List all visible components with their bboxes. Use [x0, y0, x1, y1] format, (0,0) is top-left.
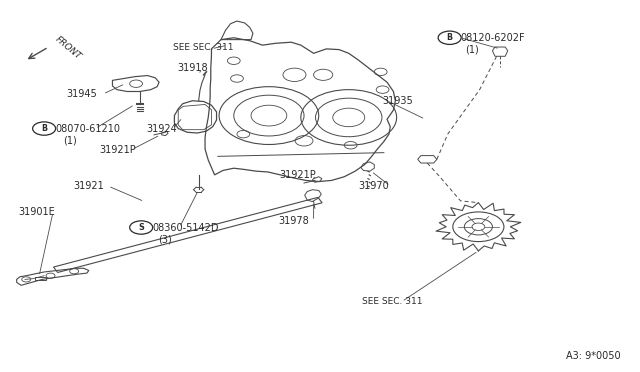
Text: FRONT: FRONT — [53, 35, 83, 61]
Text: A3: 9*0050: A3: 9*0050 — [566, 352, 620, 362]
Bar — [35, 277, 46, 280]
Text: 08120-6202F: 08120-6202F — [461, 33, 525, 43]
Text: 31924: 31924 — [147, 124, 177, 134]
Text: 31935: 31935 — [383, 96, 413, 106]
Text: SEE SEC. 311: SEE SEC. 311 — [362, 297, 422, 306]
Text: 31978: 31978 — [278, 216, 309, 226]
Text: S: S — [138, 223, 144, 232]
Text: (1): (1) — [63, 135, 77, 145]
Text: B: B — [447, 33, 452, 42]
Text: SEE SEC. 311: SEE SEC. 311 — [173, 42, 234, 51]
Text: 31918: 31918 — [177, 63, 208, 73]
Text: 31921P: 31921P — [280, 170, 317, 180]
Text: (1): (1) — [466, 45, 479, 55]
Text: 31945: 31945 — [66, 89, 97, 99]
Text: 31901E: 31901E — [19, 207, 55, 217]
Text: B: B — [41, 124, 47, 133]
Text: 31970: 31970 — [358, 181, 389, 191]
Text: 31921: 31921 — [73, 181, 104, 191]
Text: (3): (3) — [159, 235, 172, 245]
Text: 31921P: 31921P — [100, 145, 136, 155]
Text: 08360-5142D: 08360-5142D — [152, 222, 218, 232]
Text: 08070-61210: 08070-61210 — [55, 124, 120, 134]
